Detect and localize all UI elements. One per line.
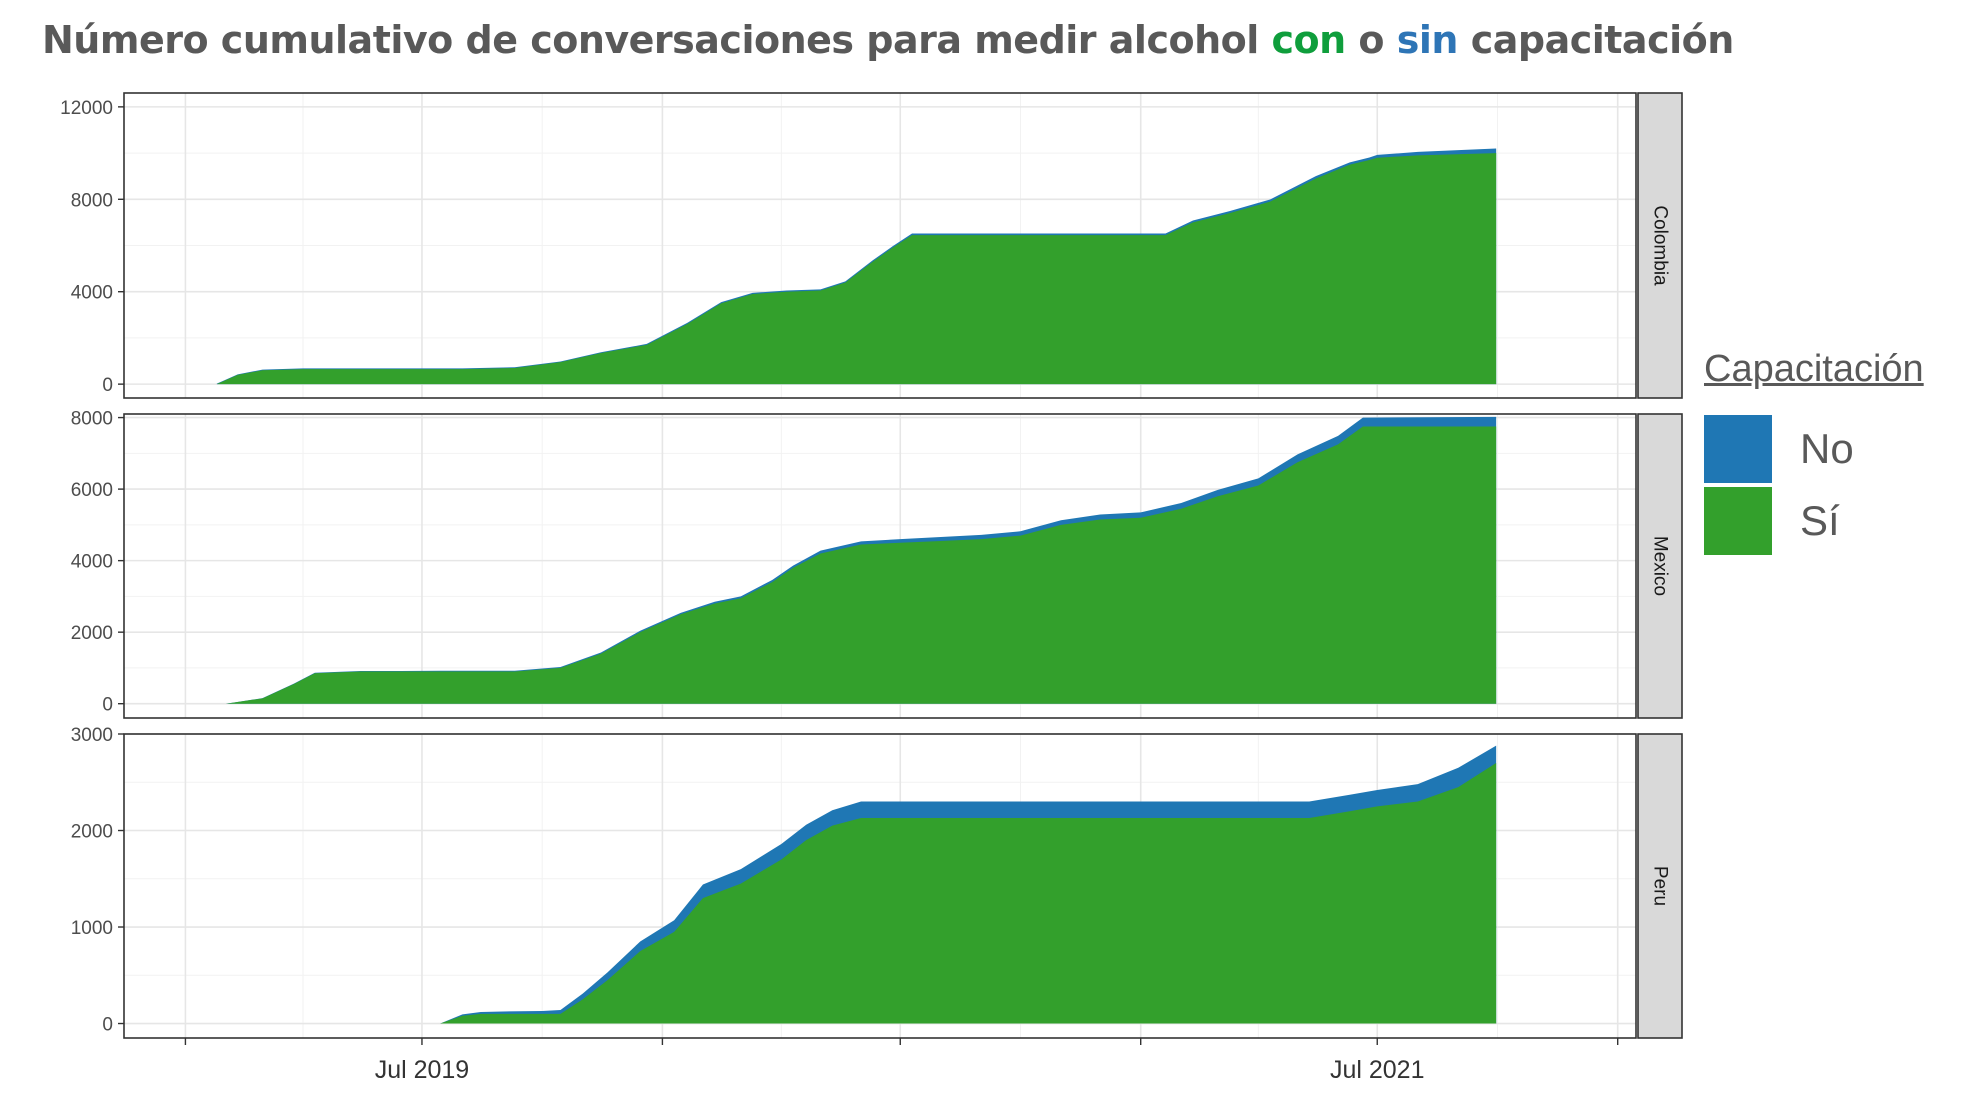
y-tick-label: 0 [102,375,113,396]
facet-strip-colombia [1637,92,1683,399]
legend-key-no [1704,415,1772,483]
area-si-mexico [225,426,1497,704]
facet-strip-label-mexico: Mexico [1650,536,1671,596]
y-tick-label: 12000 [60,98,113,119]
facet-strip-peru [1637,733,1683,1039]
y-tick-label: 2000 [71,822,113,843]
title-word-sin: sin [1396,18,1459,62]
title-part-1: Número cumulativo de conversaciones para… [42,18,1272,62]
y-tick-label: 1000 [71,918,113,939]
legend-label-si: Sí [1800,497,1840,544]
x-tick-label: Jul 2019 [375,1056,470,1084]
panel-border [123,92,1637,399]
legend-label-no: No [1800,425,1854,472]
y-tick-label: 0 [102,1015,113,1036]
y-tick-label: 2000 [71,623,113,644]
title-part-3: o [1345,18,1397,62]
x-tick-label: Jul 2021 [1330,1056,1425,1084]
y-tick-label: 8000 [71,409,113,430]
y-tick-label: 0 [102,695,113,716]
legend-item-no: No [1704,413,1924,485]
title-part-5: capacitación [1457,18,1735,62]
y-tick-label: 4000 [71,552,113,573]
legend-item-si: Sí [1704,485,1924,557]
legend-key-si [1704,487,1772,555]
panel-peru: 0 1000 2000 3000 Peru [71,725,1683,1039]
panel-mexico: 0 2000 4000 6000 8000 Mexico [71,409,1683,719]
chart-title: Número cumulativo de conversaciones para… [42,18,1734,62]
area-si-colombia [216,153,1497,385]
facet-strip-label-colombia: Colombia [1650,205,1671,286]
panel-colombia: 0 4000 8000 12000 Colombia [60,92,1683,399]
legend: Capacitación No Sí [1704,348,1924,557]
title-word-con: con [1271,18,1347,62]
panel-border [123,733,1637,1039]
y-tick-label: 6000 [71,480,113,501]
area-si-peru [440,762,1497,1024]
facet-strip-mexico [1637,413,1683,719]
legend-title: Capacitación [1704,348,1924,390]
y-tick-label: 4000 [71,283,113,304]
panel-border [123,413,1637,719]
facet-strip-label-peru: Peru [1650,866,1671,906]
y-tick-label: 3000 [71,725,113,746]
y-tick-label: 8000 [71,190,113,211]
